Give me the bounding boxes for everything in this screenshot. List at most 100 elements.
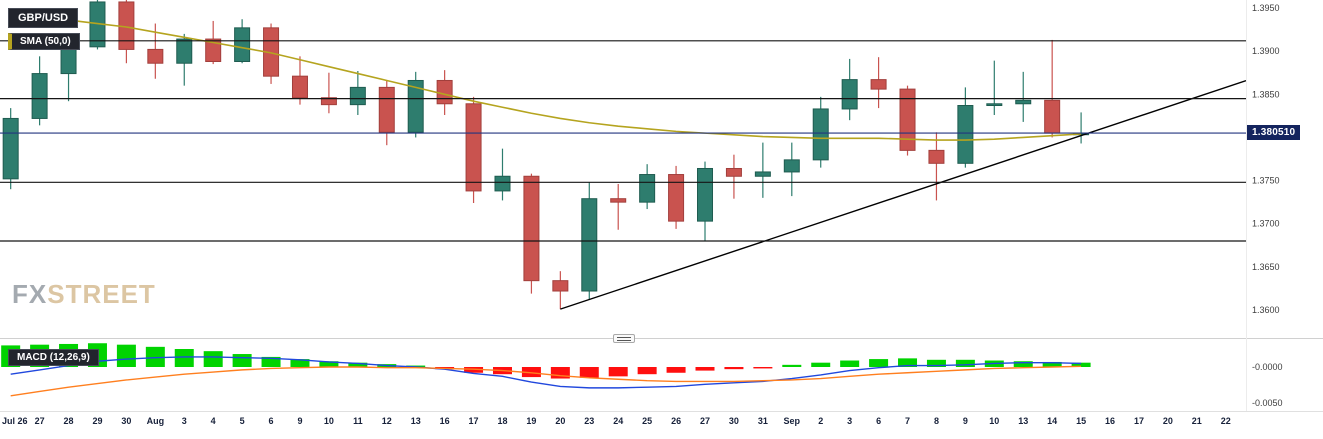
date-tick-label: 18 xyxy=(497,416,507,426)
candle-aug-3[interactable] xyxy=(176,33,193,86)
date-tick-label: 10 xyxy=(989,416,999,426)
price-tick-label: 1.3900 xyxy=(1252,46,1280,56)
date-tick-label: 5 xyxy=(240,416,245,426)
date-tick-label: 19 xyxy=(526,416,536,426)
candle-aug-20[interactable] xyxy=(552,271,569,310)
candle-aug-27[interactable] xyxy=(697,161,714,241)
macd-histogram-bar[interactable] xyxy=(608,367,628,377)
macd-histogram-bar[interactable] xyxy=(290,359,310,367)
price-tick-label: 1.3700 xyxy=(1252,219,1280,229)
panel-resize-handle[interactable] xyxy=(613,334,635,343)
macd-histogram-bar[interactable] xyxy=(145,346,165,367)
macd-tick-label: -0.0000 xyxy=(1252,362,1283,372)
macd-histogram-bar[interactable] xyxy=(203,351,223,367)
candle-aug-10[interactable] xyxy=(320,72,337,114)
date-tick-label: 30 xyxy=(121,416,131,426)
macd-line xyxy=(10,356,1082,389)
candle-aug-9[interactable] xyxy=(291,56,308,105)
macd-histogram-bar[interactable] xyxy=(955,359,975,367)
macd-histogram-bar[interactable] xyxy=(695,367,715,371)
date-tick-label: 28 xyxy=(64,416,74,426)
date-tick-label: 3 xyxy=(182,416,187,426)
ascending-trendline[interactable] xyxy=(560,79,1246,310)
macd-histogram-bar[interactable] xyxy=(319,361,339,367)
price-tick-label: 1.3650 xyxy=(1252,262,1280,272)
macd-indicator-badge[interactable]: MACD (12,26,9) xyxy=(8,349,99,366)
candle-aug-26[interactable] xyxy=(668,165,685,229)
macd-histogram-bar[interactable] xyxy=(521,367,541,378)
macd-histogram-bar[interactable] xyxy=(579,367,599,378)
macd-histogram-bar[interactable] xyxy=(926,359,946,367)
candle-sep-9[interactable] xyxy=(957,87,974,168)
candle-aug-12[interactable] xyxy=(378,80,395,146)
candle-aug-30[interactable] xyxy=(725,154,742,199)
macd-histogram-bar[interactable] xyxy=(348,362,368,367)
date-tick-label: 21 xyxy=(1192,416,1202,426)
macd-histogram-bar[interactable] xyxy=(464,367,484,373)
candle-jul-26[interactable] xyxy=(2,108,19,190)
date-tick-label: 14 xyxy=(1047,416,1057,426)
macd-histogram-bar[interactable] xyxy=(898,358,918,367)
date-tick-label: 17 xyxy=(469,416,479,426)
macd-histogram-bar[interactable] xyxy=(406,365,426,367)
candle-aug-6[interactable] xyxy=(263,23,280,84)
date-tick-label: 25 xyxy=(642,416,652,426)
date-tick-label: 10 xyxy=(324,416,334,426)
candle-aug-25[interactable] xyxy=(639,164,656,210)
candle-sep-14[interactable] xyxy=(1044,39,1061,138)
date-tick-label: 11 xyxy=(353,416,363,426)
macd-histogram-bar[interactable] xyxy=(840,360,860,367)
candle-jul-27[interactable] xyxy=(31,56,48,126)
date-tick-label: 29 xyxy=(92,416,102,426)
macd-histogram-bar[interactable] xyxy=(811,362,831,367)
macd-histogram-bar[interactable] xyxy=(550,367,570,379)
macd-histogram-bar[interactable] xyxy=(174,349,194,367)
candle-sep-10[interactable] xyxy=(986,60,1003,115)
macd-histogram-bar[interactable] xyxy=(666,367,686,373)
instrument-badge[interactable]: GBP/USD xyxy=(8,8,79,28)
date-tick-label: 13 xyxy=(1018,416,1028,426)
date-tick-label: 20 xyxy=(555,416,565,426)
macd-histogram-bar[interactable] xyxy=(261,356,281,367)
candle-sep-8[interactable] xyxy=(928,132,945,201)
date-tick-label: 16 xyxy=(440,416,450,426)
candle-sep-15[interactable] xyxy=(1073,112,1090,144)
date-tick-label: 4 xyxy=(211,416,216,426)
candle-aug-13[interactable] xyxy=(407,71,424,138)
macd-histogram-bar[interactable] xyxy=(1042,361,1062,367)
macd-histogram-bar[interactable] xyxy=(1013,361,1033,367)
candle-aug-11[interactable] xyxy=(349,70,366,115)
date-tick-label: 24 xyxy=(613,416,623,426)
candle-aug-24[interactable] xyxy=(610,184,627,230)
macd-histogram-bar[interactable] xyxy=(753,367,773,369)
candle-sep-1[interactable] xyxy=(783,142,800,197)
candle-aug-19[interactable] xyxy=(523,173,540,294)
date-tick-label: 2 xyxy=(818,416,823,426)
sma-indicator-badge[interactable]: SMA (50,0) xyxy=(8,33,80,50)
price-tick-label: 1.3600 xyxy=(1252,305,1280,315)
candle-aug-31[interactable] xyxy=(754,142,771,198)
candle-sep-13[interactable] xyxy=(1015,71,1032,122)
current-price-badge: 1.380510 xyxy=(1247,125,1301,140)
date-tick-label: 12 xyxy=(382,416,392,426)
candle-sep-3[interactable] xyxy=(841,58,858,121)
macd-histogram-bar[interactable] xyxy=(232,354,252,367)
candle-sep-6[interactable] xyxy=(870,57,887,109)
candle-sep-2[interactable] xyxy=(812,96,829,168)
macd-histogram-bar[interactable] xyxy=(724,367,744,370)
candle-aug-18[interactable] xyxy=(494,148,511,201)
candle-sep-7[interactable] xyxy=(899,85,916,156)
macd-histogram-bar[interactable] xyxy=(1071,362,1091,367)
candle-aug-17[interactable] xyxy=(465,96,482,204)
price-tick-label: 1.3950 xyxy=(1252,3,1280,13)
grip-line xyxy=(617,336,631,338)
macd-histogram-bar[interactable] xyxy=(869,359,889,367)
candle-jul-30[interactable] xyxy=(118,0,135,64)
date-tick-label: 6 xyxy=(876,416,881,426)
macd-histogram-bar[interactable] xyxy=(782,364,802,367)
date-tick-label: 9 xyxy=(963,416,968,426)
macd-histogram-bar[interactable] xyxy=(116,344,136,367)
macd-histogram-bar[interactable] xyxy=(637,367,657,375)
date-tick-label: Jul 26 xyxy=(2,416,28,426)
